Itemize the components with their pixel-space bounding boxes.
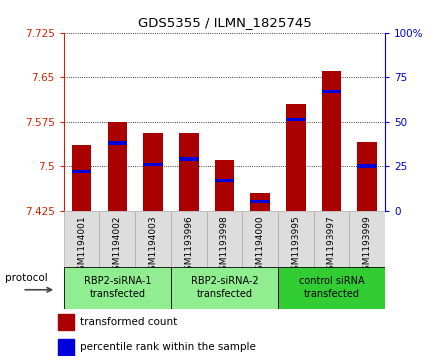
Bar: [171, 267, 278, 309]
Bar: [314, 211, 349, 267]
Text: transformed count: transformed count: [81, 317, 178, 327]
Bar: [349, 211, 385, 267]
Bar: [99, 211, 135, 267]
Bar: [322, 90, 341, 93]
Bar: [286, 118, 306, 122]
Text: GSM1193999: GSM1193999: [363, 215, 372, 276]
Bar: [72, 145, 92, 211]
Text: GSM1193998: GSM1193998: [220, 215, 229, 276]
Text: GSM1193995: GSM1193995: [291, 215, 300, 276]
Bar: [250, 193, 270, 211]
Text: protocol: protocol: [5, 273, 48, 284]
Bar: [64, 267, 171, 309]
Bar: [143, 134, 163, 211]
Text: RBP2-siRNA-1
transfected: RBP2-siRNA-1 transfected: [84, 277, 151, 299]
Text: GSM1194001: GSM1194001: [77, 215, 86, 276]
Text: RBP2-siRNA-2
transfected: RBP2-siRNA-2 transfected: [191, 277, 258, 299]
Bar: [107, 122, 127, 211]
Bar: [278, 267, 385, 309]
Bar: [107, 141, 127, 144]
Bar: [135, 211, 171, 267]
Bar: [357, 164, 377, 168]
Bar: [322, 71, 341, 211]
Bar: [357, 142, 377, 211]
Bar: [242, 211, 278, 267]
Bar: [59, 339, 73, 355]
Bar: [64, 211, 99, 267]
Text: GSM1194003: GSM1194003: [149, 215, 158, 276]
Text: control siRNA
transfected: control siRNA transfected: [299, 277, 364, 299]
Bar: [143, 163, 163, 166]
Text: GSM1193997: GSM1193997: [327, 215, 336, 276]
Bar: [215, 160, 234, 211]
Text: percentile rank within the sample: percentile rank within the sample: [81, 342, 256, 352]
Bar: [206, 211, 242, 267]
Bar: [215, 179, 234, 182]
Title: GDS5355 / ILMN_1825745: GDS5355 / ILMN_1825745: [138, 16, 311, 29]
Bar: [250, 200, 270, 203]
Bar: [179, 134, 198, 211]
Bar: [72, 170, 92, 173]
Text: GSM1193996: GSM1193996: [184, 215, 193, 276]
Bar: [286, 104, 306, 211]
Bar: [59, 314, 73, 330]
Bar: [278, 211, 314, 267]
Bar: [171, 211, 206, 267]
Text: GSM1194000: GSM1194000: [256, 215, 264, 276]
Text: GSM1194002: GSM1194002: [113, 215, 122, 276]
Bar: [179, 157, 198, 160]
